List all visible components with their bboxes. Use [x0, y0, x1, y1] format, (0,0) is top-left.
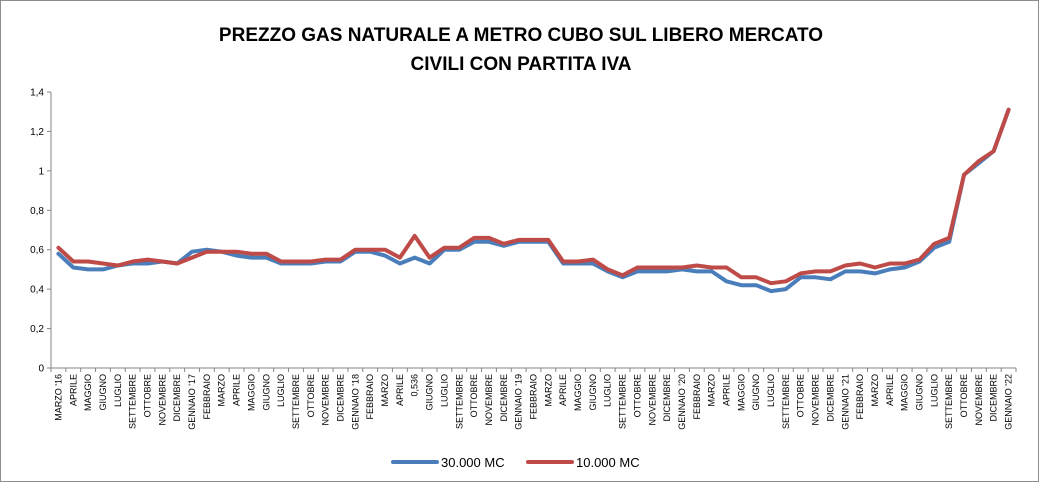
x-tick-label: DICEMBRE [336, 374, 346, 422]
x-tick-label: DICEMBRE [499, 374, 509, 422]
x-tick-label: GENNAIO '19 [514, 374, 524, 430]
x-tick-label: MARZO [707, 374, 717, 407]
x-tick-label: APRILE [395, 374, 405, 406]
x-tick-label: NOVEMBRE [811, 374, 821, 426]
x-tick-label: MARZO '16 [53, 374, 63, 421]
x-tick-label: SETTEMBRE [128, 374, 138, 429]
x-tick-label: NOVEMBRE [974, 374, 984, 426]
x-tick-label: MAGGIO [900, 374, 910, 411]
y-tick-label: 1 [38, 166, 44, 177]
y-tick-label: 0,8 [30, 206, 44, 217]
x-tick-label: OTTOBRE [469, 374, 479, 417]
x-tick-label: OTTOBRE [959, 374, 969, 417]
x-tick-label: OTTOBRE [143, 374, 153, 417]
x-tick-label: MAGGIO [573, 374, 583, 411]
x-tick-label: GENNAIO '20 [677, 374, 687, 430]
x-tick-label: GENNAIO '17 [187, 374, 197, 430]
x-tick-label: APRILE [558, 374, 568, 406]
x-tick-label: GIUGNO [588, 374, 598, 411]
x-tick-label: NOVEMBRE [321, 374, 331, 426]
x-tick-label: MARZO [217, 374, 227, 407]
x-tick-label: SETTEMBRE [618, 374, 628, 429]
x-tick-label: SETTEMBRE [454, 374, 464, 429]
x-tick-label: MAGGIO [246, 374, 256, 411]
x-tick-label: DICEMBRE [172, 374, 182, 422]
y-tick-label: 0 [38, 364, 44, 375]
x-tick-label: MARZO [543, 374, 553, 407]
x-tick-label: LUGLIO [929, 374, 939, 407]
x-tick-label: GIUGNO [425, 374, 435, 411]
x-tick-label: NOVEMBRE [647, 374, 657, 426]
x-tick-label: NOVEMBRE [157, 374, 167, 426]
legend-label-2: 10.000 MC [576, 455, 640, 470]
x-tick-label: 0,536 [410, 374, 420, 397]
x-tick-label: MAGGIO [736, 374, 746, 411]
x-tick-label: MAGGIO [83, 374, 93, 411]
x-tick-label: APRILE [232, 374, 242, 406]
x-tick-label: SETTEMBRE [291, 374, 301, 429]
x-tick-label: DICEMBRE [662, 374, 672, 422]
x-tick-label: NOVEMBRE [484, 374, 494, 426]
legend-label-1: 30.000 MC [441, 455, 505, 470]
x-tick-label: GIUGNO [751, 374, 761, 411]
x-tick-label: LUGLIO [766, 374, 776, 407]
x-tick-label: FEBBRAIO [529, 374, 539, 420]
x-tick-label: OTTOBRE [632, 374, 642, 417]
x-tick-label: APRILE [885, 374, 895, 406]
x-tick-label: GIUGNO [915, 374, 925, 411]
x-tick-label: LUGLIO [439, 374, 449, 407]
y-tick-label: 1,4 [30, 88, 44, 99]
x-tick-label: MARZO [380, 374, 390, 407]
x-tick-label: GIUGNO [261, 374, 271, 411]
x-tick-label: LUGLIO [276, 374, 286, 407]
x-tick-label: FEBBRAIO [692, 374, 702, 420]
y-tick-label: 0,6 [30, 245, 44, 256]
x-tick-label: GIUGNO [98, 374, 108, 411]
x-tick-label: LUGLIO [113, 374, 123, 407]
series-lines [56, 107, 1011, 294]
x-tick-label: FEBBRAIO [365, 374, 375, 420]
legend: 30.000 MC 10.000 MC [391, 455, 640, 470]
y-tick-label: 1,2 [30, 127, 44, 138]
x-tick-label: GENNAIO '18 [350, 374, 360, 430]
x-tick-label: APRILE [68, 374, 78, 406]
x-tick-label: OTTOBRE [306, 374, 316, 417]
x-tick-label: SETTEMBRE [944, 374, 954, 429]
axes [50, 92, 1016, 369]
x-tick-label: FEBBRAIO [202, 374, 212, 420]
x-tick-label: APRILE [722, 374, 732, 406]
x-tick-label: FEBBRAIO [855, 374, 865, 420]
x-axis-ticks: MARZO '16 APRILE MAGGIO GIUGNO LUGLIO SETTEMB… [50, 368, 1017, 430]
x-tick-label: LUGLIO [603, 374, 613, 407]
x-tick-label: SETTEMBRE [781, 374, 791, 429]
chart-title: PREZZO GAS NATURALE A METRO CUBO SUL LIB… [219, 25, 823, 46]
x-tick-label: DICEMBRE [825, 374, 835, 422]
series-line-2 [56, 107, 1011, 286]
y-tick-label: 0,4 [30, 285, 44, 296]
x-tick-label: DICEMBRE [989, 374, 999, 422]
chart-subtitle: CIVILI CON PARTITA IVA [411, 54, 632, 75]
x-tick-label: GENNAIO '22 [1004, 374, 1014, 430]
y-axis-ticks: 0 0,2 0,4 0,6 0,8 1 1,2 1,4 [30, 88, 51, 375]
x-tick-label: OTTOBRE [796, 374, 806, 417]
y-tick-label: 0,2 [30, 324, 44, 335]
x-tick-label: MARZO [870, 374, 880, 407]
x-tick-label: GENNAIO '21 [840, 374, 850, 430]
